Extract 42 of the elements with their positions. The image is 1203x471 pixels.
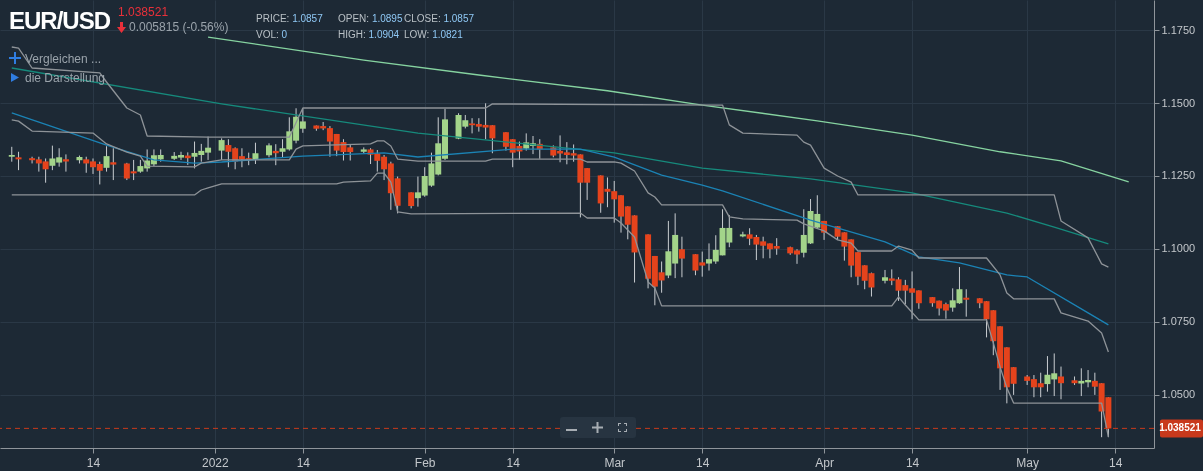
candlestick: [678, 236, 685, 278]
line-series: [11, 172, 1110, 438]
y-tick-label: 1.1250: [1161, 169, 1196, 182]
x-tick-label: 14: [905, 455, 920, 470]
annotation: CLOSE: 1.0857: [404, 13, 475, 24]
candlestick: [62, 153, 69, 173]
y-tick-label: 1.0500: [1161, 388, 1196, 401]
candlestick: [15, 151, 22, 171]
candlestick: [882, 269, 888, 284]
candlestick: [963, 288, 970, 318]
x-tick-label: Mar: [604, 455, 626, 470]
y-tick-label: 1.0750: [1161, 315, 1196, 328]
x-tick-label: 14: [506, 455, 521, 470]
annotation: VOL: 0: [256, 29, 288, 40]
x-tick-label: 14: [296, 455, 311, 470]
line-series: [207, 36, 1130, 183]
y-tick-label: 1.1750: [1161, 23, 1196, 36]
x-tick-label: Apr: [815, 455, 834, 470]
candlestick: [1058, 366, 1064, 400]
x-tick-label: Feb: [414, 455, 436, 470]
candlestick: [218, 137, 225, 161]
line-series: [11, 67, 1110, 245]
chart-title: EUR/USD: [9, 7, 111, 35]
x-tick-label: 14: [696, 455, 710, 470]
y-tick-label: 1.1000: [1161, 242, 1196, 255]
candlestick: [103, 145, 110, 173]
candlestick: [252, 142, 259, 165]
annotation: 0.005815 (-0.56%): [129, 20, 229, 34]
x-tick-label: 14: [86, 455, 101, 470]
candlestick: [110, 147, 117, 181]
annotation: 1.038521: [118, 5, 169, 19]
annotation: HIGH: 1.0904: [338, 29, 400, 40]
x-tick-label: 14: [1108, 455, 1123, 470]
y-tick-label: 1.1500: [1161, 96, 1196, 109]
x-tick-label: May: [1016, 455, 1039, 470]
line-series: [11, 46, 1110, 268]
annotation: OPEN: 1.0895: [338, 13, 403, 24]
annotation: LOW: 1.0821: [404, 29, 463, 40]
annotation: PRICE: 1.0857: [256, 13, 323, 24]
ref-line-label: 1.038521: [1159, 422, 1202, 434]
x-tick-label: 2022: [201, 455, 230, 470]
annotation: Vergleichen ...: [25, 52, 102, 66]
